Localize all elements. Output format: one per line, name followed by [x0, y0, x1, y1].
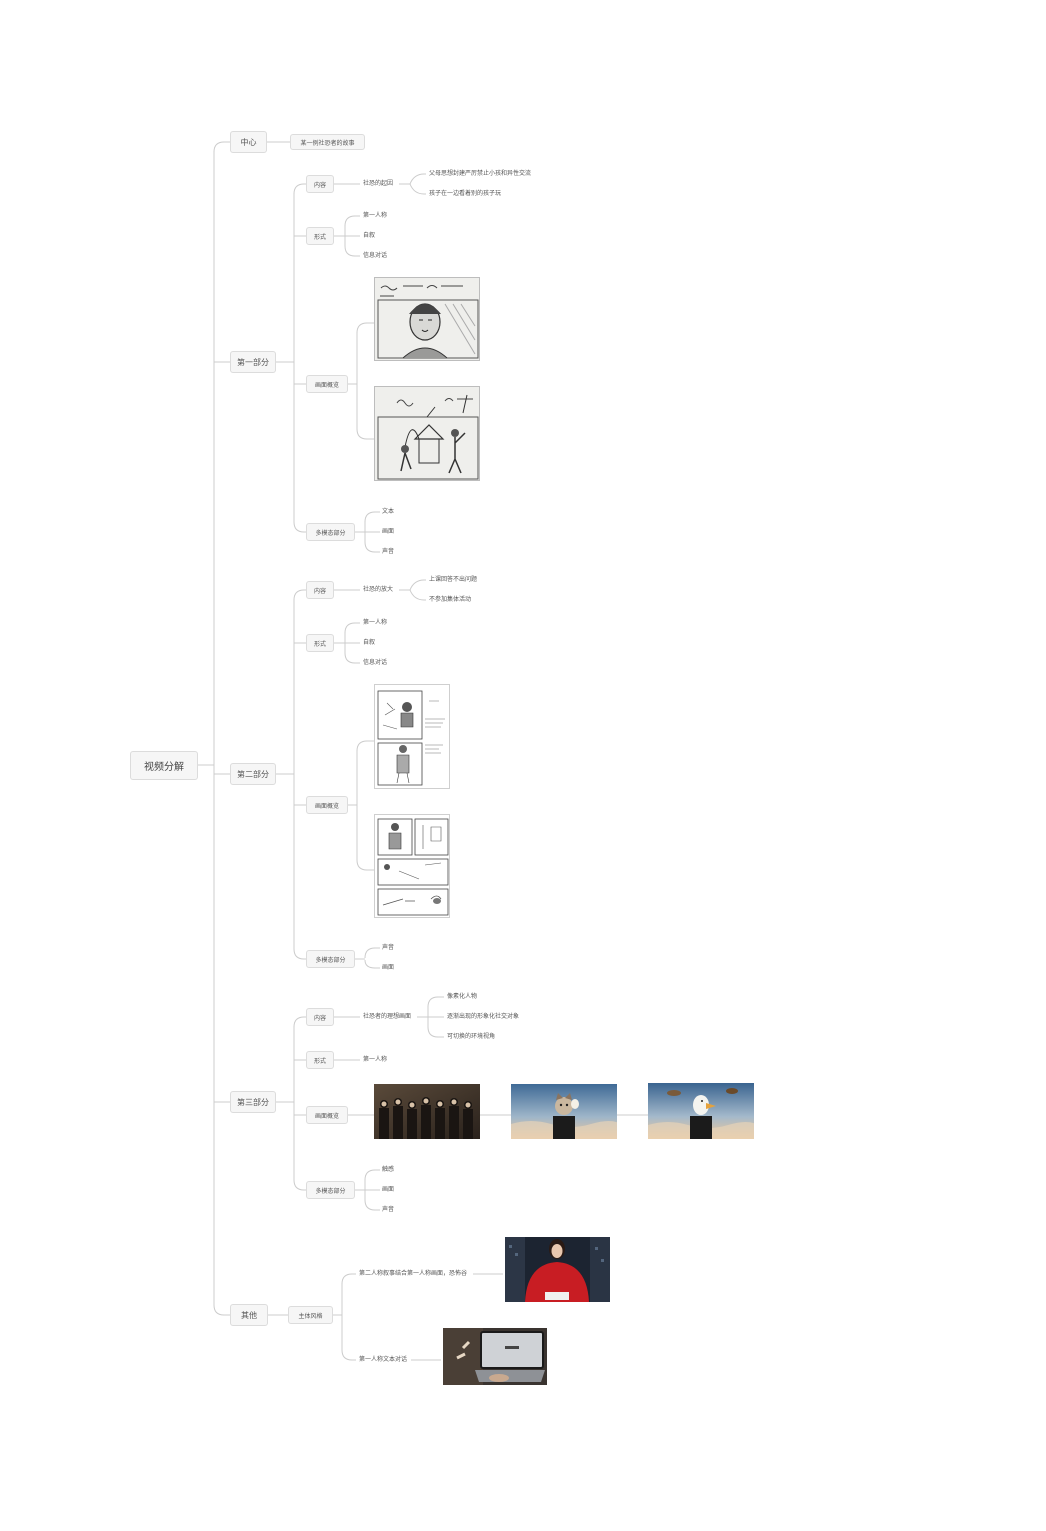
part2-modal-item-2: 画面 — [382, 964, 395, 971]
part3-content-item-2: 逐渐出现的形象化社交对象 — [447, 1013, 520, 1020]
part3-visual-node[interactable]: 画面概览 — [306, 1106, 348, 1124]
part1-modal-node[interactable]: 多模态部分 — [306, 523, 355, 541]
bird-head-figure-image — [648, 1083, 754, 1139]
other-style-item-1: 第二人称叙事结合第一人称画面，恐怖谷 — [359, 1270, 468, 1277]
storyboard-sketch-image-2 — [374, 814, 450, 918]
part1-form-item-3: 信息对话 — [363, 252, 388, 259]
part2-content-sub: 社恐的放大 — [363, 586, 394, 593]
part1-content-node[interactable]: 内容 — [306, 175, 334, 193]
part2-visual-node[interactable]: 画面概览 — [306, 796, 348, 814]
part1-modal-item-1: 文本 — [382, 508, 395, 515]
part2-modal-node[interactable]: 多模态部分 — [306, 950, 355, 968]
part3-modal-item-2: 画面 — [382, 1186, 395, 1193]
part3-form-item-1: 第一人称 — [363, 1056, 388, 1063]
other-node[interactable]: 其他 — [230, 1304, 268, 1326]
root-node[interactable]: 视频分解 — [130, 751, 198, 780]
sketch-playground-image — [374, 386, 480, 481]
storyboard-sketch-image-1 — [374, 684, 450, 789]
part2-form-item-1: 第一人称 — [363, 619, 388, 626]
part3-form-node[interactable]: 形式 — [306, 1051, 334, 1069]
part3-modal-node[interactable]: 多模态部分 — [306, 1181, 355, 1199]
part1-form-item-2: 自叙 — [363, 232, 376, 239]
part2-content-node[interactable]: 内容 — [306, 581, 334, 599]
part3-content-item-1: 像素化人物 — [447, 993, 478, 1000]
part1-modal-item-2: 画面 — [382, 528, 395, 535]
part3-content-node[interactable]: 内容 — [306, 1008, 334, 1026]
part1-node[interactable]: 第一部分 — [230, 351, 276, 373]
part2-form-item-2: 自叙 — [363, 639, 376, 646]
part3-modal-item-1: 触感 — [382, 1166, 395, 1173]
part3-node[interactable]: 第三部分 — [230, 1091, 276, 1113]
laptop-photo-image — [443, 1328, 547, 1385]
part2-modal-item-1: 声音 — [382, 944, 395, 951]
part1-content-item-1: 父母思想封建严厉禁止小孩和异性交流 — [429, 170, 532, 177]
part3-modal-item-3: 声音 — [382, 1206, 395, 1213]
part1-content-item-2: 孩子在一边看着别的孩子玩 — [429, 190, 502, 197]
group-photo-image — [374, 1084, 480, 1139]
other-style-node[interactable]: 主体风格 — [288, 1306, 333, 1324]
part2-content-item-1: 上课回答不出问题 — [429, 576, 478, 583]
part1-modal-item-3: 声音 — [382, 548, 395, 555]
part2-node[interactable]: 第二部分 — [230, 763, 276, 785]
red-figure-photo-image — [505, 1237, 610, 1302]
part1-form-item-1: 第一人称 — [363, 212, 388, 219]
part1-content-sub: 社恐的起因 — [363, 180, 394, 187]
part1-form-node[interactable]: 形式 — [306, 227, 334, 245]
part2-form-item-3: 信息对话 — [363, 659, 388, 666]
center-node[interactable]: 中心 — [230, 131, 267, 153]
other-style-item-2: 第一人称文本对话 — [359, 1356, 408, 1363]
part2-content-item-2: 不参加集体活动 — [429, 596, 472, 603]
cat-head-figure-image — [511, 1084, 617, 1139]
part2-form-node[interactable]: 形式 — [306, 634, 334, 652]
center-value-node[interactable]: 某一例社恐者的故事 — [290, 134, 365, 150]
part3-content-item-3: 可切换的环境视角 — [447, 1033, 496, 1040]
part3-content-sub: 社恐者的理想画面 — [363, 1013, 412, 1020]
part1-visual-node[interactable]: 画面概览 — [306, 375, 348, 393]
sketch-portrait-image — [374, 277, 480, 361]
